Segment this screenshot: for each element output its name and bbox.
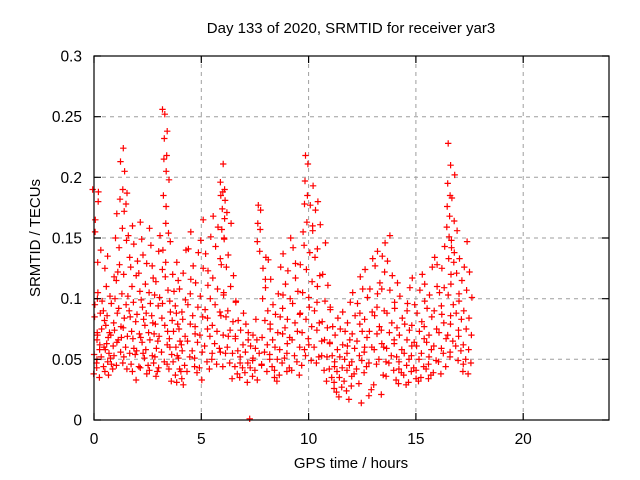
x-tick-label: 5 [197,431,206,448]
tick-labels-layer: 0 5 10 15 20 0 0.05 0.1 0.15 0.2 0.25 0.3 [52,49,532,449]
x-axis-label: GPS time / hours [294,455,408,472]
y-tick-label: 0 [73,413,82,430]
axis-ticks [93,55,609,421]
y-tick-label: 0.25 [52,109,82,126]
x-tick-label: 15 [407,431,424,448]
y-tick-label: 0.2 [60,170,82,187]
data-points-layer [89,106,476,422]
data-points [89,106,476,422]
y-tick-label: 0.3 [60,49,82,66]
chart-title: Day 133 of 2020, SRMTID for receiver yar… [207,20,495,37]
y-tick-label: 0.05 [52,352,82,369]
x-tick-label: 20 [515,431,533,448]
y-tick-label: 0.15 [52,231,82,248]
y-tick-label: 0.1 [60,291,82,308]
y-axis-label: SRMTID / TECUs [27,179,44,297]
axes-layer [93,55,610,421]
x-tick-label: 0 [90,431,99,448]
x-tick-label: 10 [300,431,318,448]
